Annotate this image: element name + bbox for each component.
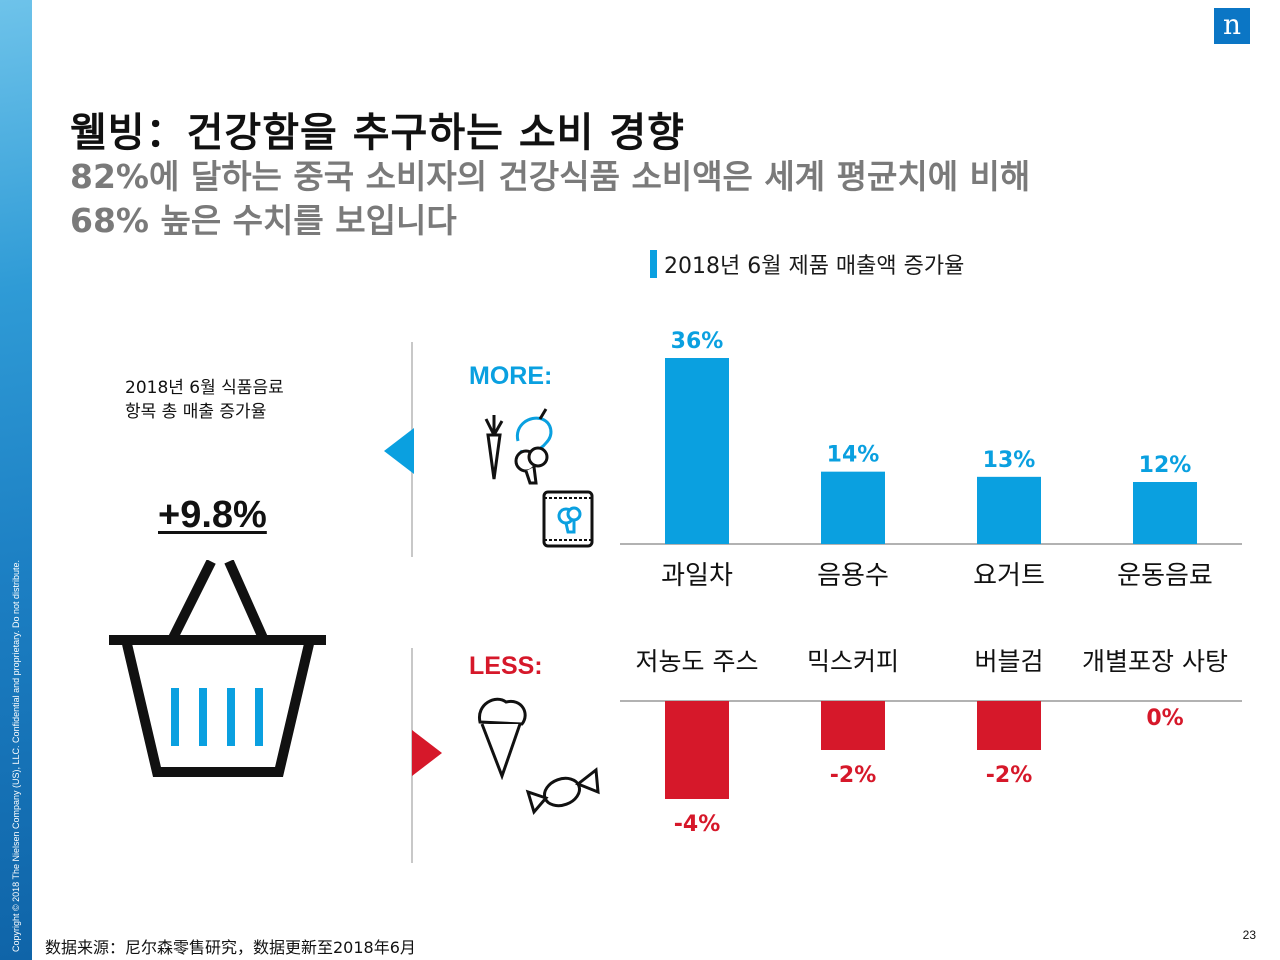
- summary-label-line-1: 2018년 6월 식품음료: [125, 378, 284, 398]
- chart-title: 2018년 6월 제품 매출액 증가율: [650, 248, 964, 280]
- less-arrow-icon: [412, 730, 442, 776]
- sidebar-strip: Copyright © 2018 The Nielsen Company (US…: [0, 0, 32, 960]
- less-bar-label-1: -4%: [674, 812, 720, 837]
- less-bar-label-4: 0%: [1146, 706, 1183, 731]
- more-arrow-icon: [384, 428, 414, 474]
- less-bar-2: [821, 701, 885, 750]
- more-bar-label-2: 14%: [827, 443, 880, 468]
- page-title: 웰빙：건강함을 추구하는 소비 경향: [70, 110, 685, 156]
- snack-bag-icon: [542, 490, 594, 548]
- candy-icon: [525, 767, 600, 816]
- more-bar-4: [1133, 482, 1197, 544]
- less-category-1: 저농도 주스: [636, 647, 759, 676]
- page-number: 23: [1242, 928, 1256, 942]
- less-category-2: 믹스커피: [807, 647, 899, 676]
- more-bar-1: [665, 358, 729, 544]
- summary-value: +9.8%: [158, 494, 267, 536]
- more-category-4: 운동음료: [1117, 561, 1213, 591]
- less-category-3: 버블검: [974, 647, 1043, 676]
- more-bar-label-4: 12%: [1139, 453, 1192, 478]
- more-bar-label-3: 13%: [983, 448, 1036, 473]
- subtitle-line-2: 68% 높은 수치를 보입니다: [70, 201, 457, 240]
- more-category-3: 요거트: [973, 561, 1045, 591]
- source-note: 数据来源：尼尔森零售研究，数据更新至2018年6月: [45, 938, 416, 957]
- more-bar-label-1: 36%: [671, 329, 724, 354]
- produce-icon: [484, 408, 553, 485]
- ice-cream-icon: [478, 697, 527, 780]
- more-category-1: 과일차: [661, 561, 733, 591]
- less-bar-label-3: -2%: [986, 763, 1032, 788]
- basket-icon: [109, 560, 326, 777]
- summary-label: 2018년 6월 식품음료 항목 총 매출 증가율: [125, 376, 284, 424]
- summary-label-line-2: 항목 총 매출 증가율: [125, 402, 267, 422]
- less-bar-label-2: -2%: [830, 763, 876, 788]
- less-category-4: 개별포장 사탕: [1082, 647, 1228, 676]
- more-bar-3: [977, 476, 1041, 544]
- more-bar-2: [821, 471, 885, 544]
- page-subtitle: 82%에 달하는 중국 소비자의 건강식품 소비액은 세계 평균치에 비해 68…: [70, 155, 1030, 243]
- subtitle-line-1: 82%에 달하는 중국 소비자의 건강식품 소비액은 세계 평균치에 비해: [70, 157, 1031, 196]
- less-bar-1: [665, 701, 729, 799]
- more-category-2: 음용수: [817, 561, 889, 591]
- more-label: MORE:: [469, 362, 553, 390]
- nielsen-logo: n: [1214, 8, 1250, 44]
- less-label: LESS:: [469, 652, 543, 680]
- less-bar-3: [977, 701, 1041, 750]
